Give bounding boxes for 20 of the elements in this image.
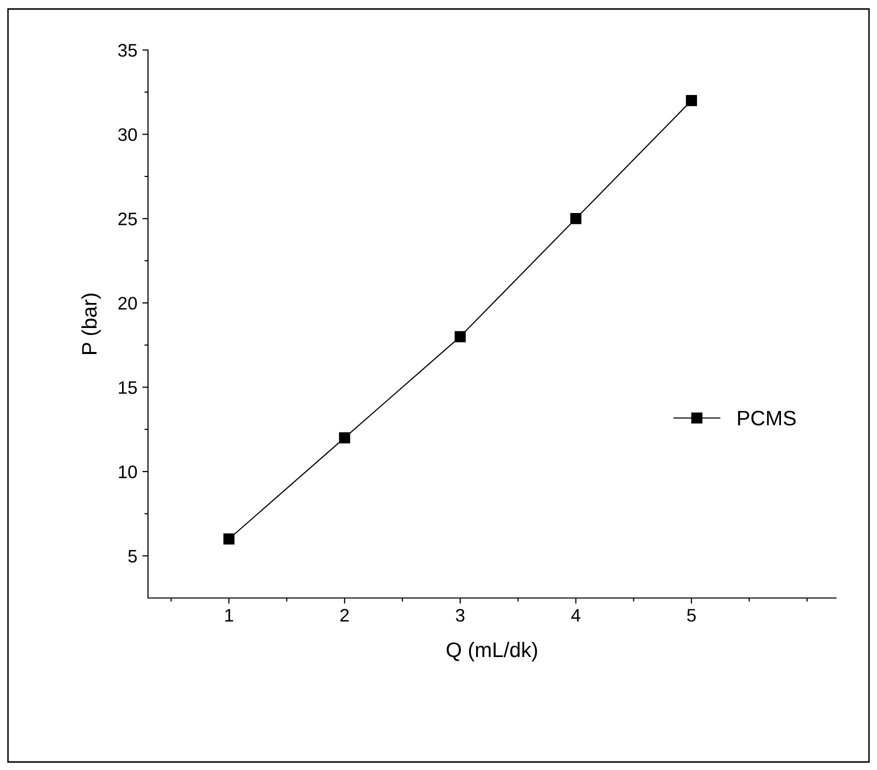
y-tick-label: 35 [118, 44, 137, 57]
y-tick-label: 20 [118, 296, 137, 310]
point [570, 213, 582, 224]
x-tick-label: 1 [225, 609, 234, 622]
point [686, 95, 698, 106]
point [339, 432, 350, 444]
point [223, 533, 234, 545]
y-tick-label: 30 [118, 128, 137, 142]
x-axis-title: Q (mL/dk) [446, 642, 538, 662]
y-tick-label: 10 [118, 465, 137, 478]
y-axis-title: P (bar) [81, 294, 101, 354]
y-tick-label: 25 [118, 212, 137, 226]
point [454, 331, 466, 342]
x-tick-label: 4 [571, 609, 580, 622]
y-tick-label: 5 [128, 550, 137, 563]
x-tick-label: 2 [340, 608, 349, 622]
x-tick-label: 5 [687, 609, 696, 622]
y-tick-label: 15 [118, 381, 137, 394]
legend-label: PCMS [738, 410, 796, 426]
x-tick-label: 3 [456, 608, 464, 622]
